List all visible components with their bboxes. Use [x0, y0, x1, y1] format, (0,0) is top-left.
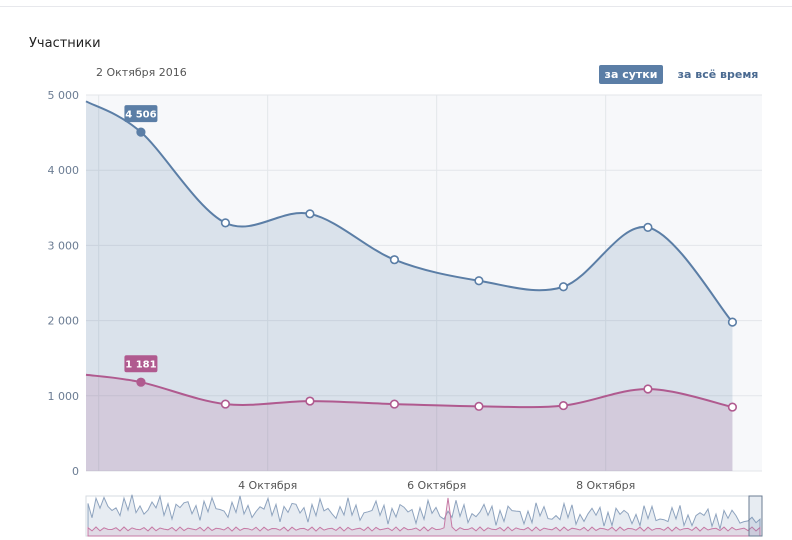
data-label-box	[124, 105, 158, 123]
x-tick-label: 6 Октября	[407, 479, 466, 492]
series-2-point	[389, 399, 400, 409]
x-tick-label: 4 Октября	[238, 479, 297, 492]
series-2-area	[86, 374, 733, 471]
series-1-point	[727, 317, 738, 327]
plot-background	[86, 95, 762, 471]
x-axis: 4 Октября 6 Октября 8 Октября	[238, 479, 635, 492]
series-2-point	[474, 401, 484, 411]
navigator-window	[748, 495, 763, 537]
series-1-point	[305, 209, 315, 219]
x-tick-label: 8 Октября	[576, 479, 635, 492]
selected-date: 2 Октября 2016	[96, 66, 187, 79]
grid	[86, 94, 762, 472]
data-label: 4 506	[125, 110, 156, 121]
series-1-point	[558, 282, 569, 292]
series-2-point	[220, 399, 231, 409]
y-tick-label: 1 000	[48, 390, 80, 403]
series-1-point	[136, 127, 146, 137]
series-2-point	[136, 377, 146, 387]
series-1-point	[474, 276, 484, 286]
y-tick-label: 4 000	[48, 164, 80, 177]
period-all-time-button[interactable]: за всё время	[677, 68, 759, 81]
series-2-point	[643, 384, 653, 394]
navigator[interactable]	[85, 494, 763, 537]
y-tick-label: 3 000	[48, 239, 80, 252]
data-label: 1 181	[125, 360, 156, 371]
navigator-series-1	[87, 494, 761, 537]
period-day-button[interactable]: за сутки	[599, 65, 663, 84]
series-2-point	[558, 400, 569, 411]
y-axis: 5 000 4 000 3 000 2 000 1 000 0	[48, 89, 80, 478]
y-tick-label: 5 000	[48, 89, 80, 102]
series-2-point	[727, 402, 738, 412]
series-1-point	[389, 255, 400, 265]
series-1-area	[86, 101, 733, 472]
navigator-series-2	[87, 497, 761, 537]
y-tick-label: 2 000	[48, 315, 80, 328]
top-divider	[0, 6, 792, 7]
series-layer: 4 506 1 181	[85, 100, 738, 472]
series-2-point	[305, 396, 315, 406]
series-1-point	[220, 218, 231, 228]
y-tick-label: 0	[72, 465, 79, 478]
series-1-point	[643, 222, 653, 232]
section-title: Участники	[29, 36, 101, 51]
data-label-box	[124, 355, 158, 373]
